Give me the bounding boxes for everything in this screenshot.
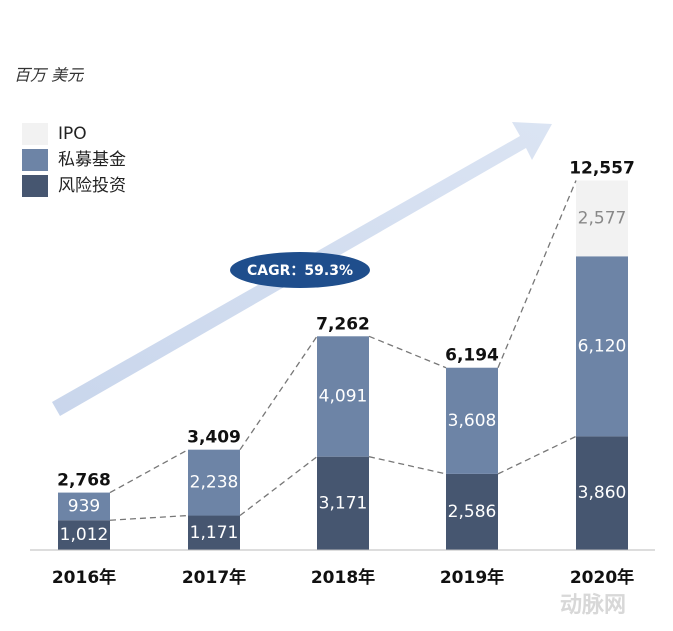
segment-label: 3,860 bbox=[578, 483, 627, 503]
total-label: 2,768 bbox=[57, 471, 111, 491]
legend-swatch bbox=[22, 149, 48, 171]
legend-swatch bbox=[22, 123, 48, 145]
segment-label: 4,091 bbox=[319, 386, 368, 406]
legend-swatch bbox=[22, 175, 48, 197]
segment-label: 3,171 bbox=[319, 493, 368, 513]
x-tick-label: 2018年 bbox=[311, 567, 375, 588]
cagr-badge bbox=[230, 252, 370, 288]
bar-segment bbox=[188, 515, 240, 550]
x-tick-label: 2019年 bbox=[440, 567, 504, 588]
legend-label: 私募基金 bbox=[58, 150, 126, 170]
segment-label: 1,171 bbox=[190, 523, 239, 543]
bar-segment bbox=[576, 180, 628, 257]
bar-segment bbox=[446, 367, 498, 474]
bar-segment bbox=[188, 449, 240, 516]
watermark: 动脉网 bbox=[560, 593, 626, 618]
total-connector bbox=[109, 449, 189, 494]
x-tick-label: 2020年 bbox=[570, 567, 634, 588]
segment-label: 6,120 bbox=[578, 336, 627, 356]
segment-label: 2,577 bbox=[578, 208, 627, 228]
segment-label: 1,012 bbox=[60, 525, 109, 545]
vc-connector bbox=[239, 456, 318, 517]
segment-label: 2,238 bbox=[190, 473, 239, 493]
total-connector bbox=[239, 335, 318, 451]
vc-connector bbox=[368, 456, 447, 475]
bar-segment bbox=[317, 336, 369, 457]
cagr-label: CAGR：59.3% bbox=[247, 263, 353, 279]
legend-label: 风险投资 bbox=[58, 176, 126, 196]
bar-segment bbox=[58, 492, 110, 521]
total-label: 7,262 bbox=[316, 314, 370, 334]
total-connector bbox=[497, 180, 577, 368]
bar-segment bbox=[58, 520, 110, 550]
segment-label: 3,608 bbox=[448, 411, 497, 431]
segment-label: 939 bbox=[68, 496, 100, 516]
vc-connector bbox=[109, 514, 189, 521]
bar-segment bbox=[446, 473, 498, 550]
unit-label: 百万 美元 bbox=[14, 66, 85, 85]
legend-label: IPO bbox=[58, 124, 87, 144]
vc-connector bbox=[497, 435, 577, 475]
total-label: 12,557 bbox=[569, 158, 635, 178]
x-tick-label: 2017年 bbox=[182, 567, 246, 588]
segment-label: 2,586 bbox=[448, 502, 497, 522]
bar-segment bbox=[576, 256, 628, 437]
total-connector bbox=[368, 335, 447, 369]
total-label: 3,409 bbox=[187, 428, 241, 448]
bar-segment bbox=[317, 456, 369, 550]
total-label: 6,194 bbox=[445, 346, 499, 366]
x-tick-label: 2016年 bbox=[52, 567, 116, 588]
bar-segment bbox=[576, 436, 628, 550]
